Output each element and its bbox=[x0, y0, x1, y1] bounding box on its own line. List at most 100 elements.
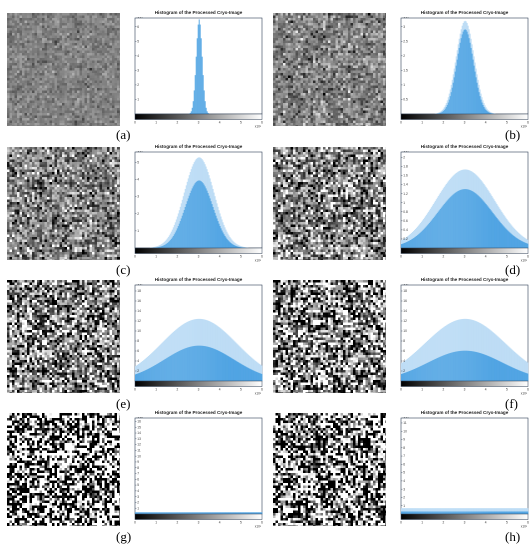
noise-pixel bbox=[107, 164, 110, 168]
noise-pixel bbox=[29, 38, 33, 41]
noise-pixel bbox=[54, 118, 58, 121]
noise-pixel bbox=[47, 80, 50, 84]
noise-pixel bbox=[69, 58, 73, 61]
noise-pixel bbox=[303, 28, 306, 31]
noise-pixel bbox=[305, 105, 309, 109]
noise-pixel bbox=[29, 30, 33, 34]
noise-pixel bbox=[62, 35, 65, 39]
noise-pixel bbox=[363, 75, 366, 79]
noise-pixel bbox=[87, 35, 90, 39]
noise-pixel bbox=[365, 88, 369, 91]
noise-pixel bbox=[74, 149, 78, 153]
noise-pixel bbox=[340, 28, 344, 31]
noise-pixel bbox=[34, 83, 38, 86]
noise-pixel bbox=[345, 25, 349, 29]
noise-pixel bbox=[19, 115, 23, 119]
noise-pixel bbox=[82, 95, 85, 99]
noise-pixel bbox=[358, 120, 361, 124]
noise-pixel bbox=[117, 105, 120, 109]
noise-pixel bbox=[42, 169, 45, 173]
noise-pixel bbox=[67, 152, 70, 155]
noise-pixel bbox=[363, 103, 366, 106]
noise-pixel bbox=[54, 70, 58, 74]
noise-pixel bbox=[27, 33, 30, 36]
histogram-envelope-bar bbox=[493, 113, 495, 114]
noise-pixel bbox=[82, 25, 85, 29]
noise-pixel bbox=[375, 115, 379, 119]
noise-pixel bbox=[37, 33, 40, 36]
noise-pixel bbox=[338, 115, 341, 119]
noise-pixel bbox=[44, 152, 48, 155]
noise-pixel bbox=[343, 125, 346, 126]
noise-pixel bbox=[295, 45, 299, 49]
noise-pixel bbox=[67, 48, 70, 51]
noise-pixel bbox=[288, 108, 291, 111]
noise-pixel bbox=[14, 48, 18, 51]
noise-pixel bbox=[94, 90, 98, 94]
noise-pixel bbox=[315, 50, 319, 54]
noise-pixel bbox=[69, 157, 73, 160]
noise-pixel bbox=[328, 78, 331, 81]
noise-pixel bbox=[278, 28, 281, 31]
noise-pixel bbox=[363, 85, 366, 89]
noise-pixel bbox=[47, 95, 50, 99]
noise-pixel bbox=[22, 93, 25, 96]
noise-pixel bbox=[82, 65, 85, 69]
noise-pixel bbox=[280, 120, 284, 124]
noise-pixel bbox=[330, 113, 334, 116]
noise-pixel bbox=[119, 159, 120, 163]
noise-pixel bbox=[12, 115, 15, 119]
noise-pixel bbox=[79, 164, 83, 168]
noise-pixel bbox=[27, 63, 30, 66]
noise-pixel bbox=[112, 33, 115, 36]
noise-pixel bbox=[373, 63, 376, 66]
noise-pixel bbox=[308, 108, 311, 111]
noise-pixel bbox=[92, 43, 95, 46]
noise-pixel bbox=[109, 125, 113, 126]
noise-pixel bbox=[338, 118, 341, 121]
noise-pixel bbox=[288, 100, 291, 104]
noise-pixel bbox=[295, 113, 299, 116]
noise-pixel bbox=[373, 60, 376, 64]
noise-pixel bbox=[37, 40, 40, 44]
noise-pixel bbox=[39, 35, 43, 39]
noise-pixel bbox=[117, 70, 120, 74]
noise-pixel bbox=[114, 15, 118, 19]
noise-pixel bbox=[280, 80, 284, 84]
noise-pixel bbox=[32, 48, 35, 51]
noise-pixel bbox=[350, 115, 354, 119]
noise-pixel bbox=[290, 125, 294, 126]
noise-pixel bbox=[373, 125, 376, 126]
noise-pixel bbox=[283, 48, 286, 51]
noise-pixel bbox=[92, 75, 95, 79]
noise-pixel bbox=[363, 13, 366, 16]
noise-pixel bbox=[72, 15, 75, 19]
noise-pixel bbox=[112, 20, 115, 24]
noise-pixel bbox=[24, 43, 28, 46]
noise-pixel bbox=[42, 123, 45, 126]
noise-pixel bbox=[112, 25, 115, 29]
noise-pixel bbox=[104, 78, 108, 81]
noise-pixel bbox=[37, 45, 40, 49]
noise-pixel bbox=[117, 48, 120, 51]
noise-pixel bbox=[109, 68, 113, 71]
noise-pixel bbox=[375, 95, 379, 99]
noise-pixel bbox=[345, 120, 349, 124]
noise-pixel bbox=[34, 75, 38, 79]
noise-pixel bbox=[378, 78, 381, 81]
noise-pixel bbox=[34, 113, 38, 116]
noise-pixel bbox=[335, 35, 339, 39]
noise-pixel bbox=[375, 75, 379, 79]
noise-pixel bbox=[275, 80, 279, 84]
noise-pixel bbox=[298, 20, 301, 24]
noise-pixel bbox=[290, 98, 294, 101]
noise-pixel bbox=[358, 38, 361, 41]
noise-pixel bbox=[32, 100, 35, 104]
noise-pixel bbox=[370, 85, 374, 89]
noise-pixel bbox=[350, 73, 354, 76]
noise-pixel bbox=[288, 125, 291, 126]
noise-pixel bbox=[44, 177, 48, 180]
noise-pixel bbox=[72, 123, 75, 126]
noise-pixel bbox=[295, 80, 299, 84]
noise-pixel bbox=[94, 65, 98, 69]
